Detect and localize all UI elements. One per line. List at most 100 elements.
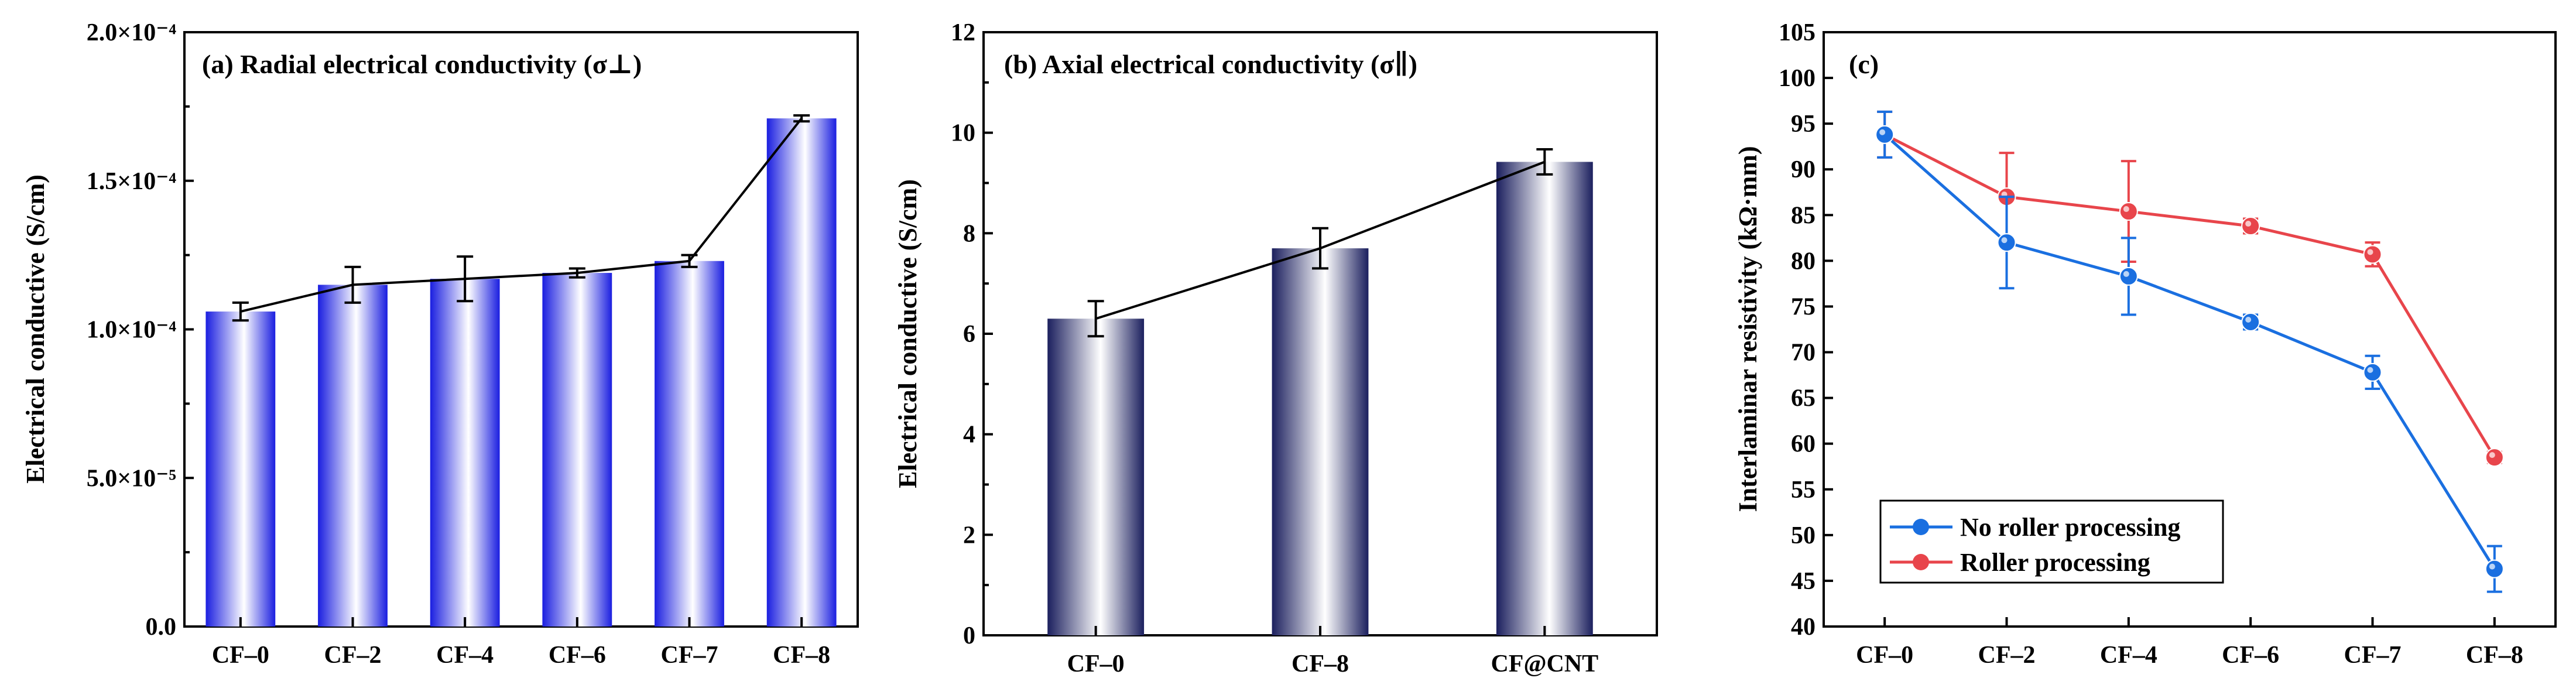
data-point-highlight <box>2123 206 2129 213</box>
panel-c-title: (c) <box>1849 49 1879 79</box>
trend-line <box>240 117 803 313</box>
data-point-highlight <box>2489 563 2495 570</box>
panel-c-y-ticks: 40 45 50 55 60 65 70 75 80 85 90 95 100 105 <box>1779 19 1833 641</box>
y-tick-label: 90 <box>1791 156 1815 183</box>
y-tick-label: 0 <box>963 622 975 649</box>
panel-a-x-ticks: CF–0 CF–2 CF–4 CF–6 CF–7 CF–8 <box>212 617 830 669</box>
data-point-highlight <box>2367 249 2373 255</box>
y-tick-label: 40 <box>1791 614 1815 641</box>
bar-CF–0 <box>1047 319 1145 635</box>
data-point-highlight <box>2001 237 2008 244</box>
panel-c-series <box>1875 110 2504 593</box>
x-tick-label: CF–8 <box>2466 642 2523 669</box>
y-tick-label: 8 <box>963 220 975 247</box>
panel-a-y-ticks: 0.0 5.0×10⁻⁵ 1.0×10⁻⁴ 1.5×10⁻⁴ 2.0×10⁻⁴ <box>87 19 194 641</box>
series-roller-processing <box>1875 110 2504 467</box>
data-point-highlight <box>1879 129 1886 135</box>
y-tick-label: 5.0×10⁻⁵ <box>87 465 176 492</box>
y-tick-label: 80 <box>1791 248 1815 275</box>
data-point <box>2119 266 2138 286</box>
y-tick-label: 0.0 <box>146 614 177 641</box>
x-tick-label: CF–6 <box>549 642 606 669</box>
x-tick-label: CF–4 <box>2100 642 2157 669</box>
data-point <box>2363 245 2382 264</box>
data-point-highlight <box>2245 317 2252 323</box>
y-tick-label: 60 <box>1791 431 1815 458</box>
legend-marker <box>1913 554 1929 570</box>
x-tick-label: CF–0 <box>1856 642 1913 669</box>
y-tick-label: 12 <box>951 19 975 46</box>
x-tick-label: CF–2 <box>324 642 382 669</box>
y-tick-label: 4 <box>963 422 975 449</box>
y-tick-label: 45 <box>1791 568 1815 595</box>
panel-a-title: (a) Radial electrical conductivity (σ⊥) <box>202 49 642 79</box>
data-point <box>1997 233 2016 252</box>
legend-box <box>1879 499 2224 584</box>
panel-c-x-ticks: CF–0 CF–2 CF–4 CF–6 CF–7 CF–8 <box>1856 617 2523 669</box>
y-tick-label: 1.5×10⁻⁴ <box>87 168 177 195</box>
y-tick-label: 75 <box>1791 293 1815 320</box>
x-tick-label: CF–8 <box>773 642 830 669</box>
bar-CF–6 <box>542 273 612 627</box>
panel-a-y-axis-label: Electrical conductive (S/cm) <box>21 174 50 484</box>
panel-c-interlaminar-resistivity: (c) Interlaminar resistivity (kΩ·mm) 40 4… <box>1734 19 2557 669</box>
data-point <box>2241 313 2260 332</box>
data-point <box>2485 559 2504 579</box>
data-point-highlight <box>2123 271 2129 277</box>
panel-b-y-ticks: 0 2 4 6 8 10 12 <box>951 19 993 649</box>
data-point-highlight <box>2367 367 2373 373</box>
x-tick-label: CF–2 <box>1978 642 2036 669</box>
x-tick-label: CF–7 <box>661 642 718 669</box>
data-point-highlight <box>2245 221 2252 227</box>
panel-b-axial-conductivity: (b) Axial electrical conductivity (σ∥) E… <box>893 19 1658 677</box>
data-point-highlight <box>2489 452 2495 458</box>
panel-a-radial-conductivity: (a) Radial electrical conductivity (σ⊥) … <box>21 19 859 669</box>
bar-CF–0 <box>205 312 276 627</box>
series-line <box>1883 134 2496 570</box>
x-tick-label: CF–8 <box>1292 651 1349 677</box>
y-tick-label: 1.0×10⁻⁴ <box>87 317 177 344</box>
panel-b-error-bars <box>1087 148 1553 338</box>
x-tick-label: CF–7 <box>2344 642 2402 669</box>
bar-CF–7 <box>655 261 724 627</box>
panel-c-plot-frame <box>1823 31 2557 628</box>
y-tick-label: 85 <box>1791 202 1815 229</box>
bar-CF–4 <box>430 279 500 627</box>
panel-b-bars <box>1047 162 1593 635</box>
panel-c-y-axis-label: Interlaminar resistivity (kΩ·mm) <box>1734 146 1762 512</box>
y-tick-label: 2.0×10⁻⁴ <box>87 19 177 46</box>
data-point <box>2363 362 2382 382</box>
y-tick-label: 2 <box>963 522 975 549</box>
panel-a-connecting-line <box>240 117 803 313</box>
data-point <box>2241 217 2260 236</box>
panel-b-title: (b) Axial electrical conductivity (σ∥) <box>1004 49 1417 79</box>
legend-label: Roller processing <box>1960 548 2150 577</box>
y-tick-label: 50 <box>1791 522 1815 549</box>
bar-CF–8 <box>766 118 837 627</box>
data-point <box>2119 202 2138 221</box>
data-point <box>1875 125 1895 144</box>
series-no-roller-processing <box>1875 110 2504 593</box>
y-tick-label: 6 <box>963 321 975 348</box>
legend-label: No roller processing <box>1960 513 2180 542</box>
y-tick-label: 55 <box>1791 477 1815 504</box>
x-tick-label: CF–0 <box>212 642 269 669</box>
legend-marker <box>1913 519 1929 535</box>
bar-CF–8 <box>1272 248 1369 635</box>
y-tick-label: 65 <box>1791 385 1815 412</box>
panel-c-legend: No roller processing Roller processing <box>1879 499 2224 584</box>
panel-b-x-ticks: CF–0 CF–8 CF@CNT <box>1067 626 1598 677</box>
bar-CF–2 <box>318 285 388 627</box>
panel-a-plot-frame <box>183 31 859 628</box>
bar-CF@CNT <box>1496 162 1593 635</box>
y-tick-label: 105 <box>1779 19 1815 46</box>
x-tick-label: CF@CNT <box>1491 651 1598 677</box>
x-tick-label: CF–0 <box>1067 651 1125 677</box>
panel-a-bars <box>205 118 837 627</box>
y-tick-label: 95 <box>1791 111 1815 138</box>
x-tick-label: CF–4 <box>436 642 494 669</box>
x-tick-label: CF–6 <box>2222 642 2279 669</box>
panel-b-y-axis-label: Electrical conductive (S/cm) <box>893 179 922 488</box>
panel-a-error-bars <box>232 114 810 322</box>
